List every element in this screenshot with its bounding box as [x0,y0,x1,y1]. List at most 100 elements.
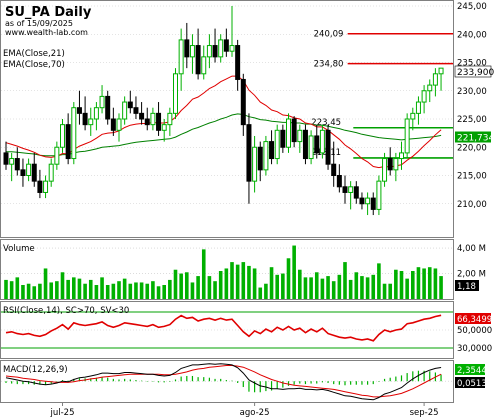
macd-histogram-bar [383,378,386,382]
volume-bar [105,285,110,299]
macd-histogram-bar [259,381,261,393]
volume-bar [9,281,14,299]
price-axis: 210,00 215,00 220,00 225,00 230,00 235,00 240,… [457,2,487,210]
price-tick-label: 215,00 [457,172,487,182]
last-histogram-label: 0,0513 [457,379,487,389]
volume-bar [360,276,364,299]
volume-bar [337,274,342,299]
price-gridlines [1,5,453,205]
macd-histogram-bar [135,380,137,382]
volume-bar [122,278,127,299]
macd-signal-line [5,365,442,398]
candle-body [257,146,263,171]
macd-histogram-bar [146,381,148,382]
candle-body [184,39,190,58]
macd-histogram-bar [214,378,216,382]
macd-histogram-bar [299,381,301,384]
price-tick-label: 230,00 [457,87,487,97]
candle-body [286,118,291,148]
volume-bar [320,278,325,299]
candle-body [99,95,105,109]
volume-bar [145,283,150,299]
volume-bar [196,276,200,299]
price-tick-label: 240,00 [457,30,487,40]
volume-bar [247,265,251,299]
candle-body [31,163,37,182]
candle-body [105,95,111,120]
ema21-legend: EMA(Close,21) [3,49,65,59]
candle-body [291,118,297,143]
candle-body [189,45,195,58]
macd-histogram-bar [310,381,312,384]
macd-histogram-bar [197,377,199,382]
x-tick-label: sep-25 [410,408,439,418]
ema70-legend: EMA(Close,70) [3,60,65,70]
volume-bar [433,268,438,299]
x-tick-label: ago-25 [240,408,270,418]
last-macd-label: 2,3544 [457,366,487,376]
candle-body [336,175,342,188]
macd-histogram-bar [372,381,374,385]
candle-body [382,158,388,182]
macd-histogram-bar [237,381,239,383]
macd-histogram-bar [50,381,52,384]
macd-histogram-bar [112,378,114,382]
volume-bar [72,277,76,299]
macd-histogram-bar [101,377,103,382]
candle-body [240,78,246,126]
volume-bar [365,277,370,299]
volume-axis: 2,00 M 4,00 M [457,244,486,279]
candle-body [9,158,15,165]
x-tick-label: jul-25 [50,408,75,418]
candle-body [325,129,331,165]
macd-histogram-bar [169,381,171,382]
candle-body [421,90,427,103]
macd-histogram-bar [16,381,18,385]
macd-histogram-bar [367,381,369,385]
candle-body [212,45,218,58]
volume-bar [286,258,291,299]
candle-body [139,112,145,120]
candle-body [71,107,77,160]
volume-bar [173,269,178,299]
macd-histogram-bar [248,381,250,392]
volume-bar [55,281,59,299]
macd-histogram-bar [22,381,24,385]
candle-body [116,118,122,131]
candle-body [76,107,82,114]
candle-body [156,112,162,131]
volume-bar [38,283,42,299]
volume-bar [309,277,313,299]
candle-body [353,186,359,199]
volume-bar [224,268,229,299]
volume-bar [405,278,409,299]
volume-bar [258,287,263,299]
price-tick-label: 220,00 [457,143,487,153]
last-volume-badge [455,280,479,291]
candle-body [387,158,393,171]
candle-body [82,112,88,126]
macd-histogram-bar [440,374,442,382]
candle-body [48,163,54,182]
volume-bar [439,276,443,299]
macd-histogram-bar [191,375,194,382]
macd-histogram-bar [265,381,267,392]
candle-body [3,152,9,165]
macd-histogram-bar [231,380,233,382]
candle-body [297,129,303,143]
macd-histogram-bar [78,378,81,382]
volume-bar [49,282,53,299]
candle-body [319,129,325,154]
candle-body [54,146,60,165]
candle-body [122,101,128,120]
macd-histogram-bar [5,381,7,383]
macd-histogram-bar [327,381,329,383]
candlesticks [3,6,444,216]
volume-bar [241,262,246,299]
volume-bar [354,272,359,299]
volume-bar [281,273,285,299]
macd-histogram-bar [220,378,222,382]
candle-body [178,39,184,75]
volume-bar [201,249,206,299]
last-ema-badge [455,131,491,143]
